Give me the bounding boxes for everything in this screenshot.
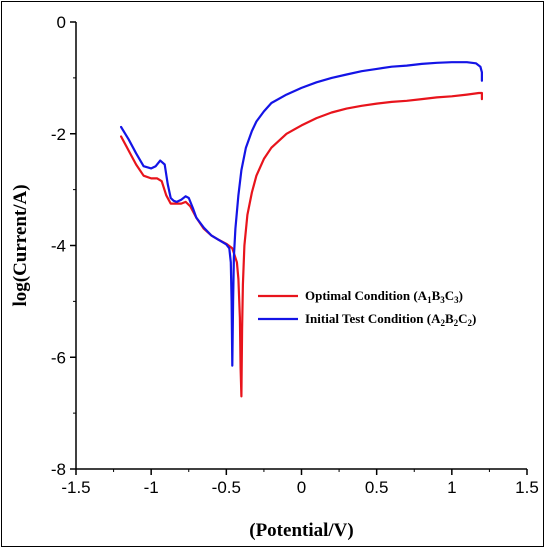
legend-label-2: Initial Test Condition (A2B2C2) (305, 311, 476, 328)
y-tick-label: -8 (51, 460, 66, 479)
series-line-1 (119, 91, 483, 398)
x-tick-label: 1.5 (515, 478, 539, 497)
y-tick-label: 0 (57, 13, 66, 32)
x-tick-label: 0.5 (365, 478, 389, 497)
x-tick-label: -1 (144, 478, 159, 497)
y-tick-label: -6 (51, 348, 66, 367)
series-line-2 (119, 61, 483, 367)
x-tick-label: 1 (447, 478, 456, 497)
y-tick-label: -4 (51, 237, 66, 256)
x-tick-label: -1.5 (61, 478, 90, 497)
x-axis-title: (Potential/V) (249, 520, 353, 541)
x-tick-label: 0 (297, 478, 306, 497)
x-tick-label: -0.5 (212, 478, 241, 497)
legend-label-1: Optimal Condition (A1B3C3) (305, 288, 463, 305)
y-tick-label: -2 (51, 125, 66, 144)
y-axis-title: log(Current/A) (10, 184, 31, 306)
